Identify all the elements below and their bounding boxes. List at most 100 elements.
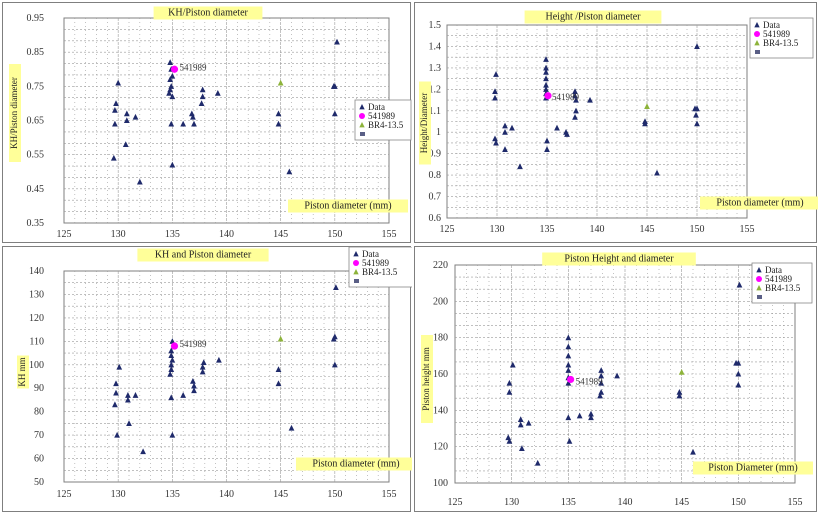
chart-title: Piston Height and diameter xyxy=(564,253,674,264)
y-tick-label: 0.75 xyxy=(27,81,45,92)
point-annotation: 541989 xyxy=(552,92,580,102)
y-tick-label: 140 xyxy=(433,405,448,416)
x-axis-label-group: Piston diameter (mm) xyxy=(296,457,412,471)
data-point xyxy=(136,178,143,185)
grid xyxy=(455,265,795,483)
data-point-541989 xyxy=(170,65,179,73)
x-axis-label-group: Piston diameter (mm) xyxy=(700,196,818,210)
data-point xyxy=(115,79,122,86)
data-point xyxy=(502,122,508,129)
x-tick-label: 140 xyxy=(219,489,234,500)
y-tick-label: 120 xyxy=(29,313,44,324)
data-point xyxy=(167,370,174,377)
data-point xyxy=(565,343,572,350)
data-point xyxy=(566,438,573,444)
data-point xyxy=(572,92,578,99)
series-br4-13-5 xyxy=(277,79,284,86)
data-point xyxy=(492,94,498,101)
y-tick-label: 100 xyxy=(433,478,448,489)
series-br4-13-5 xyxy=(277,335,284,342)
data-point xyxy=(191,120,197,127)
chart-title-group: Piston Height and diameter xyxy=(542,252,696,266)
data-point xyxy=(190,377,196,384)
data-point xyxy=(331,361,338,368)
data-point xyxy=(534,459,541,466)
legend-label: 541989 xyxy=(763,29,791,39)
data-point xyxy=(113,100,119,106)
data-point xyxy=(169,161,176,168)
data-point xyxy=(544,137,550,144)
x-tick-label: 135 xyxy=(165,229,180,240)
data-point xyxy=(334,38,340,45)
data-point xyxy=(114,431,120,438)
series-br4-13-5 xyxy=(644,103,650,110)
y-tick-label: 0.95 xyxy=(27,13,45,24)
data-point xyxy=(169,338,176,344)
data-point-541989 xyxy=(544,92,552,100)
y-axis-label-group: Height/Diameter xyxy=(419,81,431,165)
legend-marker-square xyxy=(755,50,760,54)
y-tick-label: 1.4 xyxy=(429,41,442,52)
legend-marker xyxy=(754,22,760,28)
data-point xyxy=(180,392,187,398)
y-tick-label: 160 xyxy=(433,369,448,380)
data-point xyxy=(543,56,549,62)
data-point xyxy=(492,135,498,142)
chart-kh-ratio: 125 130 135 140 145 150 155 0.35 0.45 0.55 0.65 0.7… xyxy=(9,6,412,240)
series-541989 xyxy=(170,65,179,73)
chart-panel-piston-height: 125 130 135 140 145 150 155 100 120 140 160 180 200 2… xyxy=(414,246,817,512)
data-point xyxy=(694,43,700,50)
data-point xyxy=(543,64,549,71)
legend-marker-541989 xyxy=(756,276,762,282)
data-point xyxy=(191,382,197,389)
data-point xyxy=(502,129,508,135)
data-point xyxy=(113,380,119,387)
data-point xyxy=(506,379,513,386)
x-axis-label: Piston diameter (mm) xyxy=(304,200,391,211)
point-annotation: 541989 xyxy=(180,62,208,72)
data-point xyxy=(572,88,578,95)
data-point xyxy=(126,420,132,426)
legend-box xyxy=(348,247,412,288)
chart-title-group: KH/Piston diameter xyxy=(153,6,263,20)
data-point xyxy=(199,368,206,375)
data-point xyxy=(168,352,175,358)
data-point xyxy=(676,392,683,399)
x-tick-label: 130 xyxy=(490,224,505,235)
y-axis-label: KH/Piston diameter xyxy=(9,77,19,149)
data-point xyxy=(112,401,118,408)
data-point xyxy=(275,120,282,127)
data-point xyxy=(277,335,284,342)
data-point xyxy=(168,366,175,373)
x-tick-label: 135 xyxy=(540,224,555,235)
data-point xyxy=(598,372,605,379)
legend-marker-541989 xyxy=(353,260,359,266)
legend-marker xyxy=(756,267,762,273)
data-point xyxy=(169,93,176,100)
y-tick-label: 1.3 xyxy=(429,63,442,74)
series-br4-13-5 xyxy=(678,368,685,375)
y-tick-label: 100 xyxy=(29,360,44,371)
y-axis-label: Height/Diameter xyxy=(419,93,429,153)
data-point xyxy=(168,347,175,354)
data-point xyxy=(506,438,513,444)
legend-marker xyxy=(353,251,359,257)
x-tick-label: 130 xyxy=(111,489,126,500)
x-tick-label: 135 xyxy=(561,497,576,508)
x-tick-label: 150 xyxy=(327,229,342,240)
x-tick-label: 125 xyxy=(57,229,72,240)
legend-marker xyxy=(756,285,762,291)
data-point xyxy=(169,356,176,363)
data-point xyxy=(506,388,513,395)
y-tick-label: 70 xyxy=(34,430,44,441)
legend-marker xyxy=(754,40,760,46)
x-tick-label: 145 xyxy=(273,489,288,500)
data-point xyxy=(116,363,123,370)
data-point xyxy=(572,114,578,120)
x-tick-label: 145 xyxy=(674,497,689,508)
data-point xyxy=(190,113,196,120)
y-axis-label: Piston height mm xyxy=(421,347,431,411)
data-point xyxy=(168,394,175,401)
data-point xyxy=(694,120,700,127)
chart-title-group: Height /Piston diameter xyxy=(524,10,662,24)
